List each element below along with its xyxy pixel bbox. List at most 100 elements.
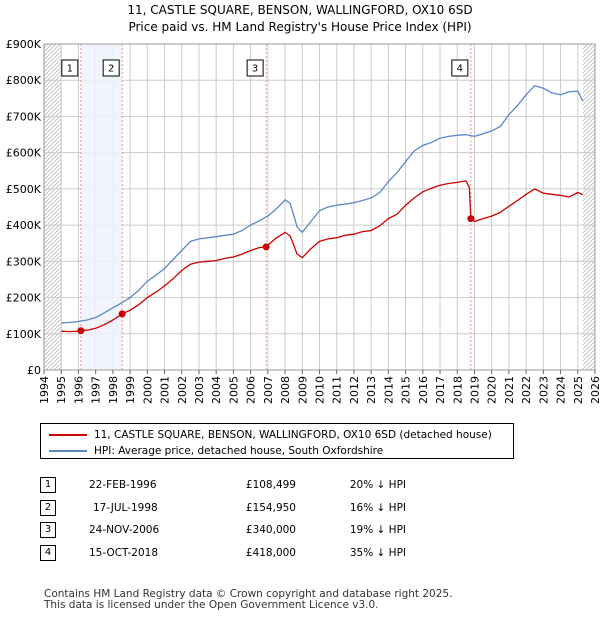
x-tick-label: 2018 bbox=[451, 376, 464, 404]
x-tick-label: 2012 bbox=[348, 376, 361, 404]
x-tick-label: 2003 bbox=[193, 376, 206, 404]
sale-delta: 19% ↓ HPI bbox=[349, 524, 406, 537]
sale-period-shading bbox=[80, 44, 123, 370]
sale-label-box bbox=[102, 59, 120, 77]
x-tick-label: 2023 bbox=[537, 376, 550, 404]
sale-label-text: 1 bbox=[67, 64, 73, 75]
legend-entry-property: 11, CASTLE SQUARE, BENSON, WALLINGFORD, … bbox=[49, 427, 492, 443]
series-lines bbox=[61, 85, 584, 333]
x-tick-label: 1996 bbox=[72, 376, 85, 404]
y-tick-label: £500K bbox=[6, 183, 42, 196]
x-tick-label: 1999 bbox=[124, 376, 137, 404]
legend-entry-hpi: HPI: Average price, detached house, Sout… bbox=[49, 443, 383, 459]
sale-number: 2 bbox=[40, 499, 56, 516]
x-tick-label: 2006 bbox=[245, 376, 258, 404]
sale-label-text: 4 bbox=[457, 64, 463, 75]
sale-point bbox=[118, 310, 126, 318]
sale-price: £418,000 bbox=[245, 546, 296, 559]
x-tick-label: 2011 bbox=[331, 376, 344, 404]
series-line-hpi bbox=[61, 85, 584, 324]
y-tick-label: £100K bbox=[6, 328, 42, 341]
sale-label-box bbox=[246, 59, 264, 77]
sale-label-box bbox=[451, 59, 469, 77]
table-row: 2 17-JUL-1998 £154,950 16% ↓ HPI bbox=[40, 497, 406, 520]
y-tick-label: £600K bbox=[6, 147, 42, 160]
x-tick-label: 2002 bbox=[176, 376, 189, 404]
sale-date: 24-NOV-2006 bbox=[89, 524, 160, 537]
x-tick-label: 2016 bbox=[417, 376, 430, 404]
legend-line-property bbox=[49, 434, 87, 436]
x-tick-label: 2000 bbox=[141, 376, 154, 404]
legend-line-hpi bbox=[49, 450, 87, 452]
sale-date: 17-JUL-1998 bbox=[93, 501, 158, 514]
footer-notice: Contains HM Land Registry data © Crown c… bbox=[44, 589, 452, 611]
transactions-table: 1 22-FEB-1996 £108,499 20% ↓ HPI 2 17-JU… bbox=[40, 474, 406, 564]
y-tick-label: £400K bbox=[6, 219, 42, 232]
y-tick-label: £300K bbox=[6, 255, 42, 268]
sale-point bbox=[262, 243, 270, 251]
hatched-region bbox=[44, 44, 62, 370]
chart-legend: 11, CASTLE SQUARE, BENSON, WALLINGFORD, … bbox=[40, 423, 514, 459]
price-chart: 11, CASTLE SQUARE, BENSON, WALLINGFORD, … bbox=[6, 3, 600, 404]
y-tick-label: £900K bbox=[6, 38, 42, 51]
x-tick-label: 2014 bbox=[382, 376, 395, 404]
sale-date: 22-FEB-1996 bbox=[89, 479, 157, 492]
y-tick-label: £700K bbox=[6, 110, 42, 123]
chart-title: 11, CASTLE SQUARE, BENSON, WALLINGFORD, … bbox=[127, 3, 472, 17]
x-axis: 1994 1995 1996 1997 1998 1999 2000 2001 2002 2003… bbox=[38, 370, 600, 404]
x-tick-label: 2013 bbox=[365, 376, 378, 404]
sale-date: 15-OCT-2018 bbox=[89, 546, 158, 559]
table-row: 3 24-NOV-2006 £340,000 19% ↓ HPI bbox=[40, 519, 406, 542]
legend-label-hpi: HPI: Average price, detached house, Sout… bbox=[94, 445, 384, 457]
x-tick-label: 2017 bbox=[434, 376, 447, 404]
sale-delta: 35% ↓ HPI bbox=[349, 546, 406, 559]
sale-point bbox=[467, 215, 475, 223]
grid-lines bbox=[43, 43, 596, 371]
x-tick-label: 1997 bbox=[90, 376, 103, 404]
sale-delta: 16% ↓ HPI bbox=[349, 501, 406, 514]
sale-label-box bbox=[61, 59, 79, 77]
x-tick-label: 2019 bbox=[468, 376, 481, 404]
x-tick-label: 2004 bbox=[210, 376, 223, 404]
y-tick-label: £0 bbox=[27, 364, 41, 377]
footer-line-1: Contains HM Land Registry data © Crown c… bbox=[44, 588, 453, 600]
sale-price: £108,499 bbox=[245, 479, 296, 492]
sale-delta: 20% ↓ HPI bbox=[349, 479, 406, 492]
sale-number: 4 bbox=[40, 544, 56, 561]
sale-point bbox=[77, 327, 85, 335]
y-axis: £0 £100K £200K £300K £400K £500K £600K £700K £80… bbox=[6, 38, 42, 377]
x-tick-label: 2022 bbox=[520, 376, 533, 404]
x-tick-label: 2015 bbox=[400, 376, 413, 404]
sale-price: £154,950 bbox=[245, 501, 296, 514]
x-tick-label: 2008 bbox=[279, 376, 292, 404]
x-tick-label: 1994 bbox=[38, 376, 51, 404]
x-tick-label: 2005 bbox=[227, 376, 240, 404]
sale-number: 3 bbox=[40, 522, 56, 539]
chart-subtitle: Price paid vs. HM Land Registry's House … bbox=[128, 20, 471, 34]
x-tick-label: 2026 bbox=[589, 376, 600, 404]
sale-number: 1 bbox=[40, 477, 56, 494]
x-tick-label: 2021 bbox=[503, 376, 516, 404]
y-tick-label: £800K bbox=[6, 74, 42, 87]
legend-label-property: 11, CASTLE SQUARE, BENSON, WALLINGFORD, … bbox=[94, 429, 492, 441]
x-tick-label: 1998 bbox=[107, 376, 120, 404]
sale-label-text: 3 bbox=[252, 64, 258, 75]
x-tick-label: 2010 bbox=[314, 376, 327, 404]
x-tick-label: 2025 bbox=[572, 376, 585, 404]
hatched-region bbox=[582, 44, 595, 370]
x-tick-label: 2020 bbox=[486, 376, 499, 404]
x-tick-label: 2009 bbox=[296, 376, 309, 404]
sale-points bbox=[77, 215, 475, 335]
sale-label-text: 2 bbox=[108, 64, 114, 75]
footer-line-2: This data is licensed under the Open Gov… bbox=[44, 599, 379, 611]
x-tick-label: 2001 bbox=[159, 376, 172, 404]
x-tick-label: 1995 bbox=[55, 376, 68, 404]
table-row: 4 15-OCT-2018 £418,000 35% ↓ HPI bbox=[40, 542, 406, 565]
sale-labels: 1 2 3 4 bbox=[61, 59, 469, 77]
series-line-property bbox=[61, 180, 584, 333]
table-row: 1 22-FEB-1996 £108,499 20% ↓ HPI bbox=[40, 474, 406, 497]
shaded-range bbox=[80, 44, 123, 370]
x-tick-label: 2024 bbox=[555, 376, 568, 404]
x-tick-label: 2007 bbox=[262, 376, 275, 404]
sale-price: £340,000 bbox=[245, 524, 296, 537]
